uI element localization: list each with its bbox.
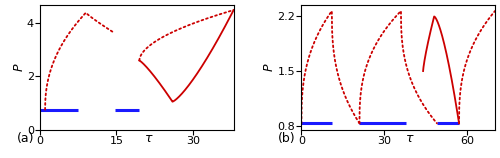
Y-axis label: P: P xyxy=(12,63,25,71)
Y-axis label: P: P xyxy=(263,63,276,71)
Text: τ: τ xyxy=(144,132,152,145)
Text: (b): (b) xyxy=(278,132,296,145)
Text: τ: τ xyxy=(406,132,413,145)
Text: (a): (a) xyxy=(17,132,34,145)
